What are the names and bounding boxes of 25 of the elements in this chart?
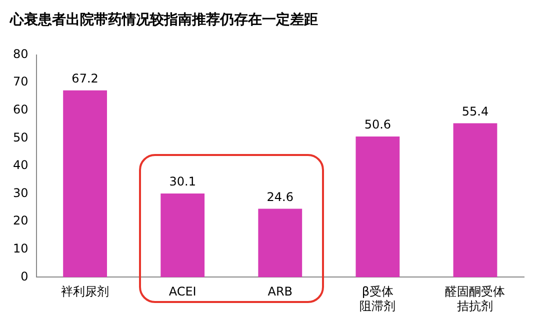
y-tick-label: 10	[12, 242, 28, 256]
x-tick-label: 袢利尿剂	[61, 284, 110, 299]
y-tick-label: 20	[12, 214, 28, 228]
bar	[63, 90, 107, 278]
y-tick-label: 50	[12, 130, 28, 144]
x-tick-label: β受体阻滞剂	[360, 284, 396, 313]
chart-title: 心衰患者出院带药情况较指南推荐仍存在一定差距	[9, 11, 318, 28]
bar	[258, 208, 302, 278]
bar	[160, 194, 205, 278]
y-tick-label: 60	[12, 102, 28, 117]
y-tick-label: 70	[12, 74, 28, 89]
y-tick-label: 80	[12, 46, 28, 61]
bar	[356, 136, 400, 278]
x-tick-label: ACEI	[168, 284, 196, 299]
y-tick-label: 0	[20, 269, 28, 284]
data-label: 67.2	[72, 72, 98, 86]
data-label: 30.1	[169, 174, 196, 189]
x-tick-label: ARB	[268, 284, 293, 299]
y-tick-label: 30	[12, 186, 28, 200]
x-tick-label: 醛固酮受体拮抗剂	[445, 284, 506, 313]
y-tick-label: 40	[12, 158, 28, 172]
data-label: 55.4	[462, 104, 489, 118]
data-label: 50.6	[364, 118, 392, 132]
bar	[453, 123, 498, 278]
data-label: 24.6	[266, 190, 294, 204]
